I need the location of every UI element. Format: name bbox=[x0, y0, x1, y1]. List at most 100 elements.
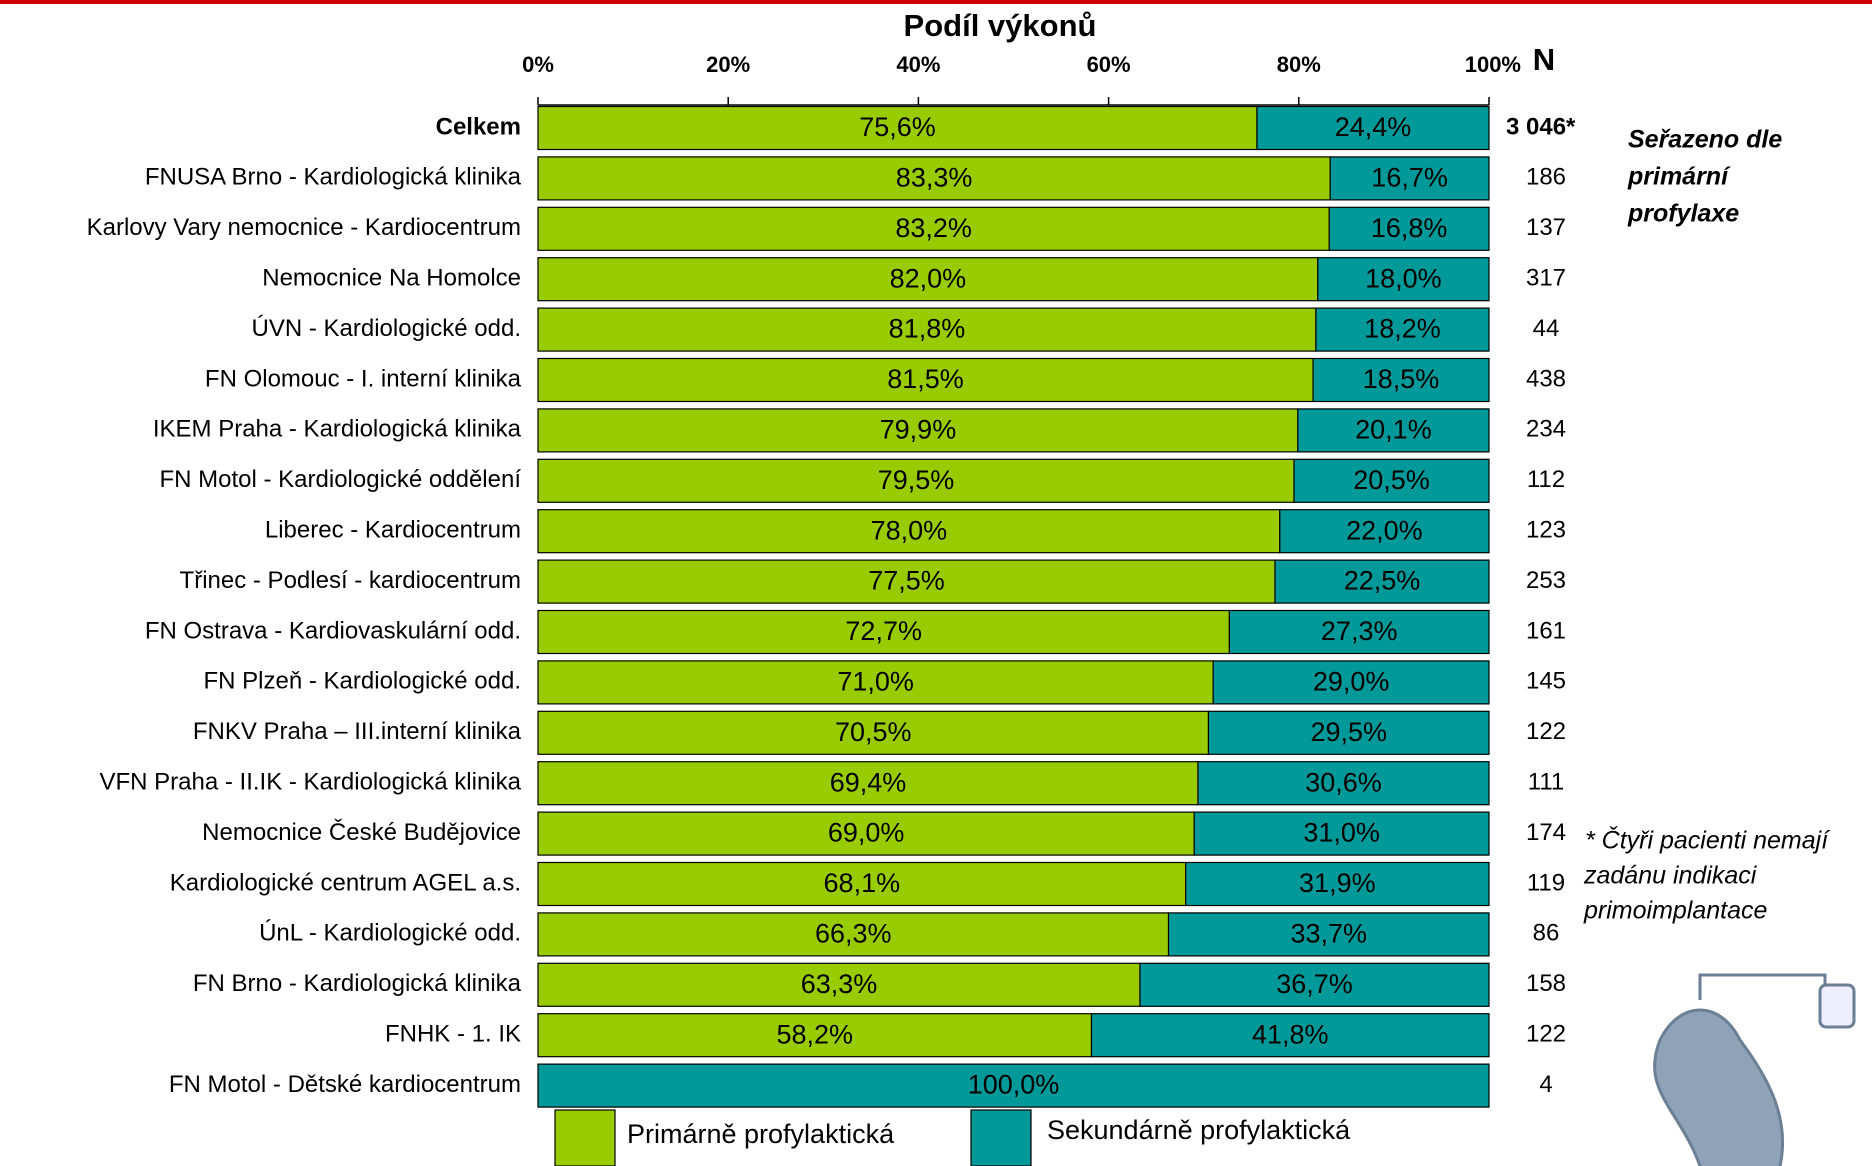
n-value: 112 bbox=[1527, 466, 1565, 493]
chart-title: Podíl výkonů bbox=[904, 8, 1097, 43]
category-label: ÚVN - Kardiologické odd. bbox=[252, 315, 521, 342]
heart-icon bbox=[1655, 975, 1854, 1166]
value-label: 79,9% bbox=[880, 415, 957, 445]
category-label: Liberec - Kardiocentrum bbox=[265, 517, 521, 544]
n-value: 158 bbox=[1526, 970, 1566, 997]
value-label: 81,8% bbox=[889, 314, 966, 344]
n-value: 122 bbox=[1526, 1021, 1566, 1048]
category-label: Karlovy Vary nemocnice - Kardiocentrum bbox=[87, 214, 521, 241]
sort-note: primární bbox=[1627, 163, 1731, 191]
n-value: 234 bbox=[1526, 416, 1566, 443]
value-label: 70,5% bbox=[835, 717, 912, 747]
category-label: FN Brno - Kardiologická klinika bbox=[193, 970, 522, 997]
value-label: 82,0% bbox=[890, 263, 967, 293]
sort-note: profylaxe bbox=[1627, 200, 1739, 228]
x-tick-label: 80% bbox=[1277, 52, 1321, 77]
value-label: 81,5% bbox=[887, 364, 964, 394]
value-label: 83,3% bbox=[896, 163, 973, 193]
value-label: 18,5% bbox=[1363, 364, 1440, 394]
value-label: 16,7% bbox=[1371, 163, 1448, 193]
value-label: 22,0% bbox=[1346, 515, 1423, 545]
legend-label: Sekundárně profylaktická bbox=[1047, 1115, 1351, 1145]
legend-swatch bbox=[555, 1110, 615, 1166]
n-value: 137 bbox=[1526, 214, 1566, 241]
value-label: 58,2% bbox=[776, 1019, 853, 1049]
category-label: Nemocnice Na Homolce bbox=[262, 265, 521, 292]
chart: Podíl výkonů 0% 20% 40% 60% 80% 100% N Celkem 75… bbox=[0, 0, 1872, 1166]
value-label: 33,7% bbox=[1290, 919, 1367, 949]
category-label: FNUSA Brno - Kardiologická klinika bbox=[145, 164, 522, 191]
category-label: Třinec - Podlesí - kardiocentrum bbox=[180, 567, 521, 594]
n-value: 123 bbox=[1526, 517, 1566, 544]
value-label: 75,6% bbox=[859, 112, 936, 142]
category-label: VFN Praha - II.IK - Kardiologická klinik… bbox=[100, 769, 522, 796]
category-label: ÚnL - Kardiologické odd. bbox=[259, 920, 521, 947]
value-label: 71,0% bbox=[837, 667, 914, 697]
value-label: 36,7% bbox=[1276, 969, 1353, 999]
n-value: 44 bbox=[1533, 315, 1560, 342]
value-label: 78,0% bbox=[871, 515, 948, 545]
value-label: 69,0% bbox=[828, 818, 905, 848]
n-value: 438 bbox=[1526, 365, 1566, 392]
value-label: 79,5% bbox=[878, 465, 955, 495]
value-label: 24,4% bbox=[1335, 112, 1412, 142]
value-label: 77,5% bbox=[868, 566, 945, 596]
x-tick-label: 20% bbox=[706, 52, 750, 77]
x-tick-label: 40% bbox=[896, 52, 940, 77]
value-label: 16,8% bbox=[1371, 213, 1448, 243]
value-label: 20,5% bbox=[1353, 465, 1430, 495]
value-label: 68,1% bbox=[824, 868, 901, 898]
value-label: 27,3% bbox=[1321, 616, 1398, 646]
x-tick-label: 60% bbox=[1087, 52, 1131, 77]
category-label: FN Plzeň - Kardiologické odd. bbox=[204, 668, 521, 695]
n-value: 111 bbox=[1528, 769, 1564, 796]
value-label: 41,8% bbox=[1252, 1019, 1329, 1049]
category-label: Nemocnice České Budějovice bbox=[202, 818, 521, 846]
sort-note: Seřazeno dle bbox=[1628, 126, 1782, 154]
n-value: 3 046* bbox=[1506, 113, 1576, 140]
category-label: FN Motol - Kardiologické oddělení bbox=[159, 466, 521, 493]
value-label: 18,0% bbox=[1365, 263, 1442, 293]
footnote: primoimplantace bbox=[1583, 897, 1767, 925]
n-value: 253 bbox=[1526, 567, 1566, 594]
value-label: 83,2% bbox=[895, 213, 972, 243]
value-label: 72,7% bbox=[845, 616, 922, 646]
value-label: 22,5% bbox=[1344, 566, 1421, 596]
value-label: 69,4% bbox=[830, 767, 907, 797]
value-label: 29,0% bbox=[1313, 667, 1390, 697]
category-label: IKEM Praha - Kardiologická klinika bbox=[153, 416, 522, 443]
category-label: Celkem bbox=[436, 113, 521, 140]
n-value: 122 bbox=[1526, 718, 1566, 745]
n-value: 161 bbox=[1526, 617, 1566, 644]
x-tick-label: 0% bbox=[522, 52, 554, 77]
value-label: 66,3% bbox=[815, 919, 892, 949]
footnote: zadánu indikaci bbox=[1583, 862, 1758, 890]
n-value: 145 bbox=[1526, 668, 1566, 695]
value-label: 18,2% bbox=[1364, 314, 1441, 344]
category-label: FNKV Praha – III.interní klinika bbox=[193, 718, 522, 745]
footnote: * Čtyři pacienti nemají bbox=[1585, 826, 1830, 855]
category-label: FN Olomouc - I. interní klinika bbox=[205, 365, 522, 392]
n-value: 186 bbox=[1526, 164, 1566, 191]
n-value: 86 bbox=[1533, 920, 1560, 947]
value-label: 31,0% bbox=[1303, 818, 1380, 848]
value-label: 63,3% bbox=[801, 969, 878, 999]
legend-swatch bbox=[971, 1110, 1031, 1166]
value-label: 100,0% bbox=[968, 1070, 1060, 1100]
value-label: 29,5% bbox=[1310, 717, 1387, 747]
n-value: 174 bbox=[1526, 819, 1566, 846]
value-label: 30,6% bbox=[1305, 767, 1382, 797]
category-label: FN Ostrava - Kardiovaskulární odd. bbox=[145, 617, 521, 644]
n-value: 4 bbox=[1539, 1071, 1552, 1098]
n-value: 119 bbox=[1527, 869, 1565, 896]
legend-label: Primárně profylaktická bbox=[627, 1119, 895, 1149]
x-tick-label: 100% bbox=[1465, 52, 1521, 77]
top-rule bbox=[0, 0, 1872, 4]
category-label: Kardiologické centrum AGEL a.s. bbox=[170, 869, 521, 896]
n-value: 317 bbox=[1526, 265, 1566, 292]
category-label: FN Motol - Dětské kardiocentrum bbox=[169, 1071, 521, 1098]
value-label: 20,1% bbox=[1355, 415, 1432, 445]
value-label: 31,9% bbox=[1299, 868, 1376, 898]
category-label: FNHK - 1. IK bbox=[385, 1021, 521, 1048]
n-header: N bbox=[1533, 42, 1555, 77]
